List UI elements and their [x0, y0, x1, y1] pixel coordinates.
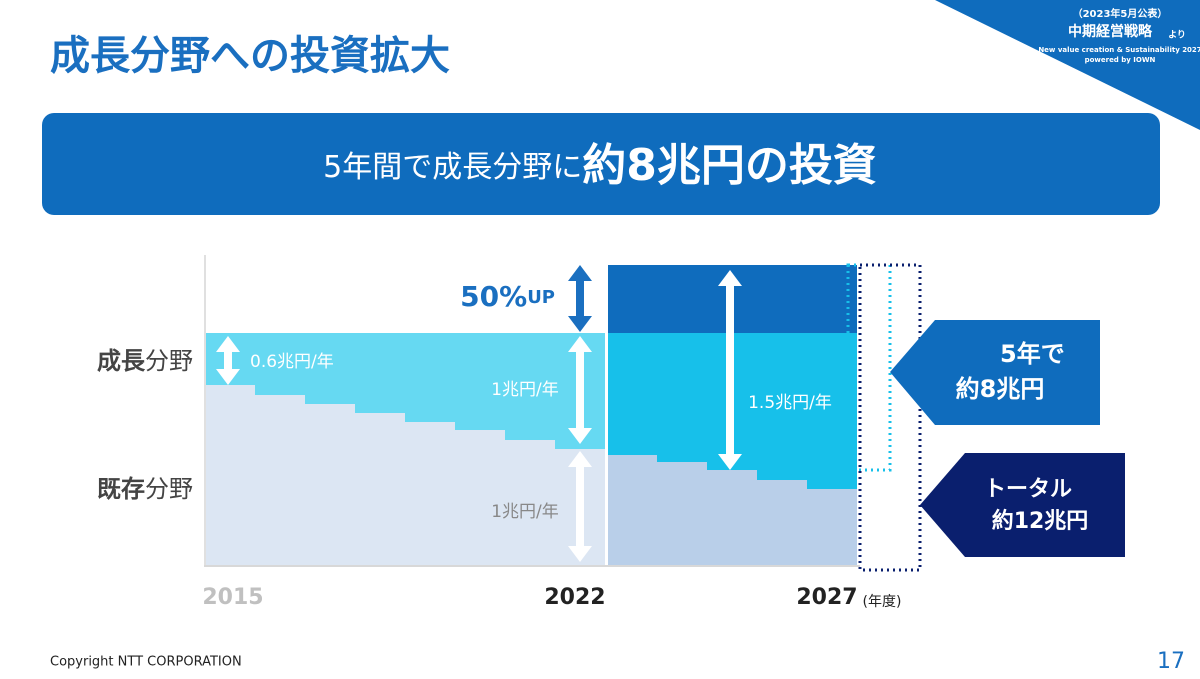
double-arrow [568, 451, 592, 562]
badge-date: （2023年5月公表） [1073, 7, 1168, 20]
row-label-growth: 成長分野 [97, 347, 193, 375]
slide-title: 成長分野への投資拡大 [50, 33, 450, 79]
row-label-existing: 既存分野 [97, 475, 193, 503]
banner-text: 5年間で成長分野に約8兆円の投資 [323, 140, 877, 191]
dotted-frame-total [858, 263, 922, 572]
double-arrow [718, 270, 742, 470]
banner-emphasis: 約8兆円の投資 [582, 140, 877, 191]
callout-total [920, 453, 1125, 557]
rate-label: 0.6兆円/年 [250, 352, 334, 372]
increase-label: 50%UP [460, 280, 555, 313]
diagram [204, 255, 922, 572]
badge-subtitle: New value creation & Sustainability 2027 [1038, 46, 1200, 54]
badge-name: 中期経営戦略 [1068, 23, 1153, 40]
banner [42, 113, 1160, 215]
existing-area-before [205, 385, 605, 565]
rate-label: 1兆円/年 [491, 502, 559, 522]
callout-line: 5年で [1000, 340, 1065, 368]
double-arrow [216, 336, 240, 385]
increase-suffix: UP [527, 287, 555, 308]
dotted-frame-growth [846, 263, 892, 472]
badge-bg [935, 0, 1200, 130]
existing-area-after [608, 455, 857, 565]
row-rest: 分野 [145, 475, 193, 503]
row-bold: 成長 [97, 347, 146, 375]
rate-label: 1.5兆円/年 [748, 393, 832, 413]
year-label: 2022 [544, 585, 605, 610]
page-number: 17 [1157, 649, 1185, 674]
callout-growth [890, 320, 1100, 425]
callout-line: トータル [984, 477, 1072, 502]
badge-suffix: より [1168, 30, 1186, 41]
rate-label: 1兆円/年 [491, 380, 559, 400]
copyright: Copyright NTT CORPORATION [50, 655, 242, 670]
banner-lead: 5年間で成長分野に [323, 150, 582, 185]
double-arrow [568, 265, 592, 332]
year-label: 2027 [796, 585, 857, 610]
callout-line: 約8兆円 [956, 375, 1045, 403]
badge-powered: powered by IOWN [1085, 56, 1156, 64]
double-arrow [568, 336, 592, 444]
row-bold: 既存 [97, 475, 145, 503]
increase-number: 50% [460, 280, 527, 313]
year-unit: (年度) [863, 594, 902, 610]
callout-line: 約12兆円 [992, 508, 1089, 534]
row-rest: 分野 [145, 347, 193, 375]
year-label: 2015 [202, 585, 263, 610]
